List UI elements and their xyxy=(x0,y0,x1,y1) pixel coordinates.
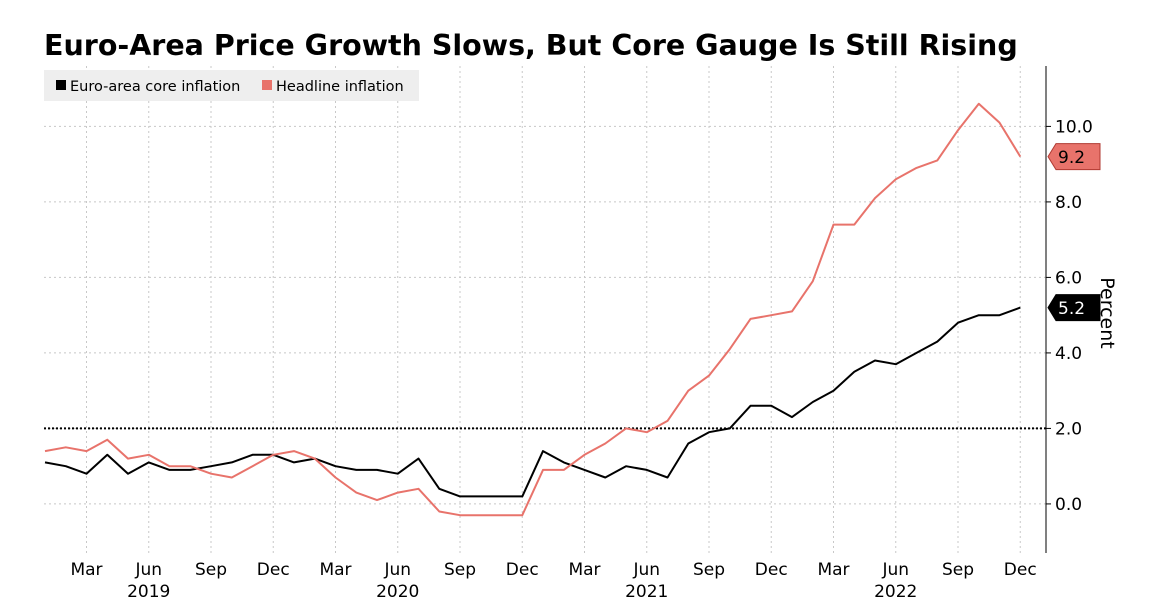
x-tick-label-month: Sep xyxy=(693,560,725,580)
y-tick-label: 0.0 xyxy=(1055,495,1082,515)
y-tick-label: 8.0 xyxy=(1055,193,1082,213)
x-tick-label-year: 2021 xyxy=(625,582,668,602)
axes: 0.0 2.0 4.0 6.0 8.0 10.0 Mar Jun Sep Dec Mar Jun Sep… xyxy=(70,66,1101,602)
x-tick-label-month: Jun xyxy=(632,560,660,580)
series-line-core xyxy=(44,306,1021,498)
x-tick-label-month: Sep xyxy=(942,560,974,580)
x-tick-label-month: Mar xyxy=(817,560,849,580)
x-tick-label-month: Dec xyxy=(257,560,290,580)
x-tick-label-month: Mar xyxy=(70,560,102,580)
x-tick-label-month: Mar xyxy=(568,560,600,580)
last-value-label-core: 5.2 xyxy=(1058,299,1085,319)
x-tick-label-month: Sep xyxy=(195,560,227,580)
x-tick-label-month: Dec xyxy=(506,560,539,580)
gridlines xyxy=(44,66,1046,553)
x-tick-label-month: Dec xyxy=(1004,560,1037,580)
legend-label-core: Euro-area core inflation xyxy=(70,79,240,95)
y-tick-label: 6.0 xyxy=(1055,268,1082,288)
x-tick-label-month: Jun xyxy=(881,560,909,580)
last-value-label-headline: 9.2 xyxy=(1058,148,1085,168)
legend-label-headline: Headline inflation xyxy=(276,79,404,95)
x-tick-label-year: 2020 xyxy=(376,582,419,602)
chart-title: Euro-Area Price Growth Slows, But Core G… xyxy=(44,29,1018,62)
x-tick-label-month: Mar xyxy=(319,560,351,580)
legend: Euro-area core inflation Headline inflat… xyxy=(44,70,419,101)
legend-swatch-core xyxy=(56,80,66,90)
x-tick-label-month: Dec xyxy=(755,560,788,580)
y-axis-title: Percent xyxy=(1096,277,1118,349)
legend-background xyxy=(44,70,419,101)
y-tick-label: 2.0 xyxy=(1055,419,1082,439)
y-tick-label: 10.0 xyxy=(1055,117,1093,137)
last-value-tag-core xyxy=(1047,294,1101,322)
series-line-headline xyxy=(44,102,1022,517)
x-tick-label-year: 2019 xyxy=(127,582,170,602)
y-tick-label: 4.0 xyxy=(1055,344,1082,364)
legend-swatch-headline xyxy=(262,80,272,90)
x-tick-label-month: Jun xyxy=(383,560,411,580)
last-value-tag-headline xyxy=(1047,143,1101,171)
series-layer xyxy=(44,102,1022,517)
x-tick-label-month: Jun xyxy=(134,560,162,580)
x-tick-label-month: Sep xyxy=(444,560,476,580)
x-tick-label-year: 2022 xyxy=(874,582,917,602)
